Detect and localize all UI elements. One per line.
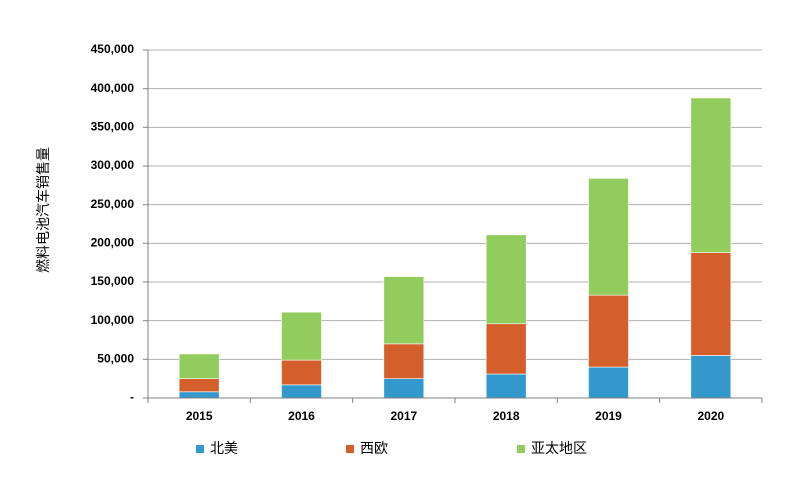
bars [178, 97, 732, 399]
bar-2017-series-0 [383, 378, 425, 399]
x-tick-label-2016: 2016 [288, 409, 315, 423]
bar-2019-series-2 [588, 178, 629, 296]
bar-2018-series-1 [485, 323, 527, 375]
legend-label-2: 亚太地区 [531, 441, 587, 457]
legend-label-0: 北美 [210, 441, 238, 457]
legend: 北美 西欧 亚太地区 [196, 441, 587, 457]
bar-2019-series-0 [588, 366, 629, 399]
y-tick-label-7: 350,000 [91, 120, 135, 134]
x-tick-label-2017: 2017 [390, 409, 417, 423]
bar-2020-series-1 [690, 252, 732, 356]
y-tick-label-8: 400,000 [91, 81, 135, 95]
bar-2015-series-1 [178, 378, 220, 393]
bar-2019-series-1 [588, 294, 629, 368]
y-tick-label-2: 100,000 [91, 313, 135, 327]
legend-item-0: 北美 [196, 441, 238, 457]
y-tick-label-4: 200,000 [91, 236, 135, 250]
bar-2015-series-0 [178, 391, 220, 399]
y-tick-label-1: 50,000 [97, 352, 134, 366]
legend-swatch-0 [196, 445, 204, 453]
bar-2018-series-2 [485, 234, 527, 325]
bar-2015-series-2 [178, 353, 220, 379]
legend-swatch-2 [517, 445, 525, 453]
y-tick-label-6: 300,000 [91, 158, 135, 172]
x-tick-label-2020: 2020 [697, 409, 724, 423]
axes [143, 49, 763, 403]
x-tick-label-2015: 2015 [186, 409, 213, 423]
y-tick-label-5: 250,000 [91, 197, 135, 211]
bar-2020-series-2 [690, 97, 732, 253]
bar-2016-series-2 [281, 311, 322, 361]
bar-2017-series-2 [383, 276, 425, 345]
legend-item-2: 亚太地区 [517, 441, 587, 457]
bar-2016-series-1 [281, 359, 322, 386]
legend-label-1: 西欧 [360, 441, 388, 457]
x-tick-label-2019: 2019 [595, 409, 622, 423]
bar-2017-series-1 [383, 343, 425, 379]
legend-item-1: 西欧 [346, 441, 388, 457]
legend-swatch-1 [346, 445, 354, 453]
x-tick-label-2018: 2018 [493, 409, 520, 423]
bar-2020-series-0 [690, 355, 732, 399]
tick-labels: - 50,000 100,000 150,000 200,000 250,000 300,0… [91, 42, 725, 423]
y-tick-label-0: - [130, 390, 134, 404]
bar-2018-series-0 [485, 373, 527, 399]
grid-lines [148, 49, 762, 360]
y-tick-label-9: 450,000 [91, 42, 135, 56]
y-tick-label-3: 150,000 [91, 274, 135, 288]
y-axis-label: 燃料电池汽车销售量 [35, 147, 52, 273]
bar-2016-series-0 [281, 384, 322, 399]
